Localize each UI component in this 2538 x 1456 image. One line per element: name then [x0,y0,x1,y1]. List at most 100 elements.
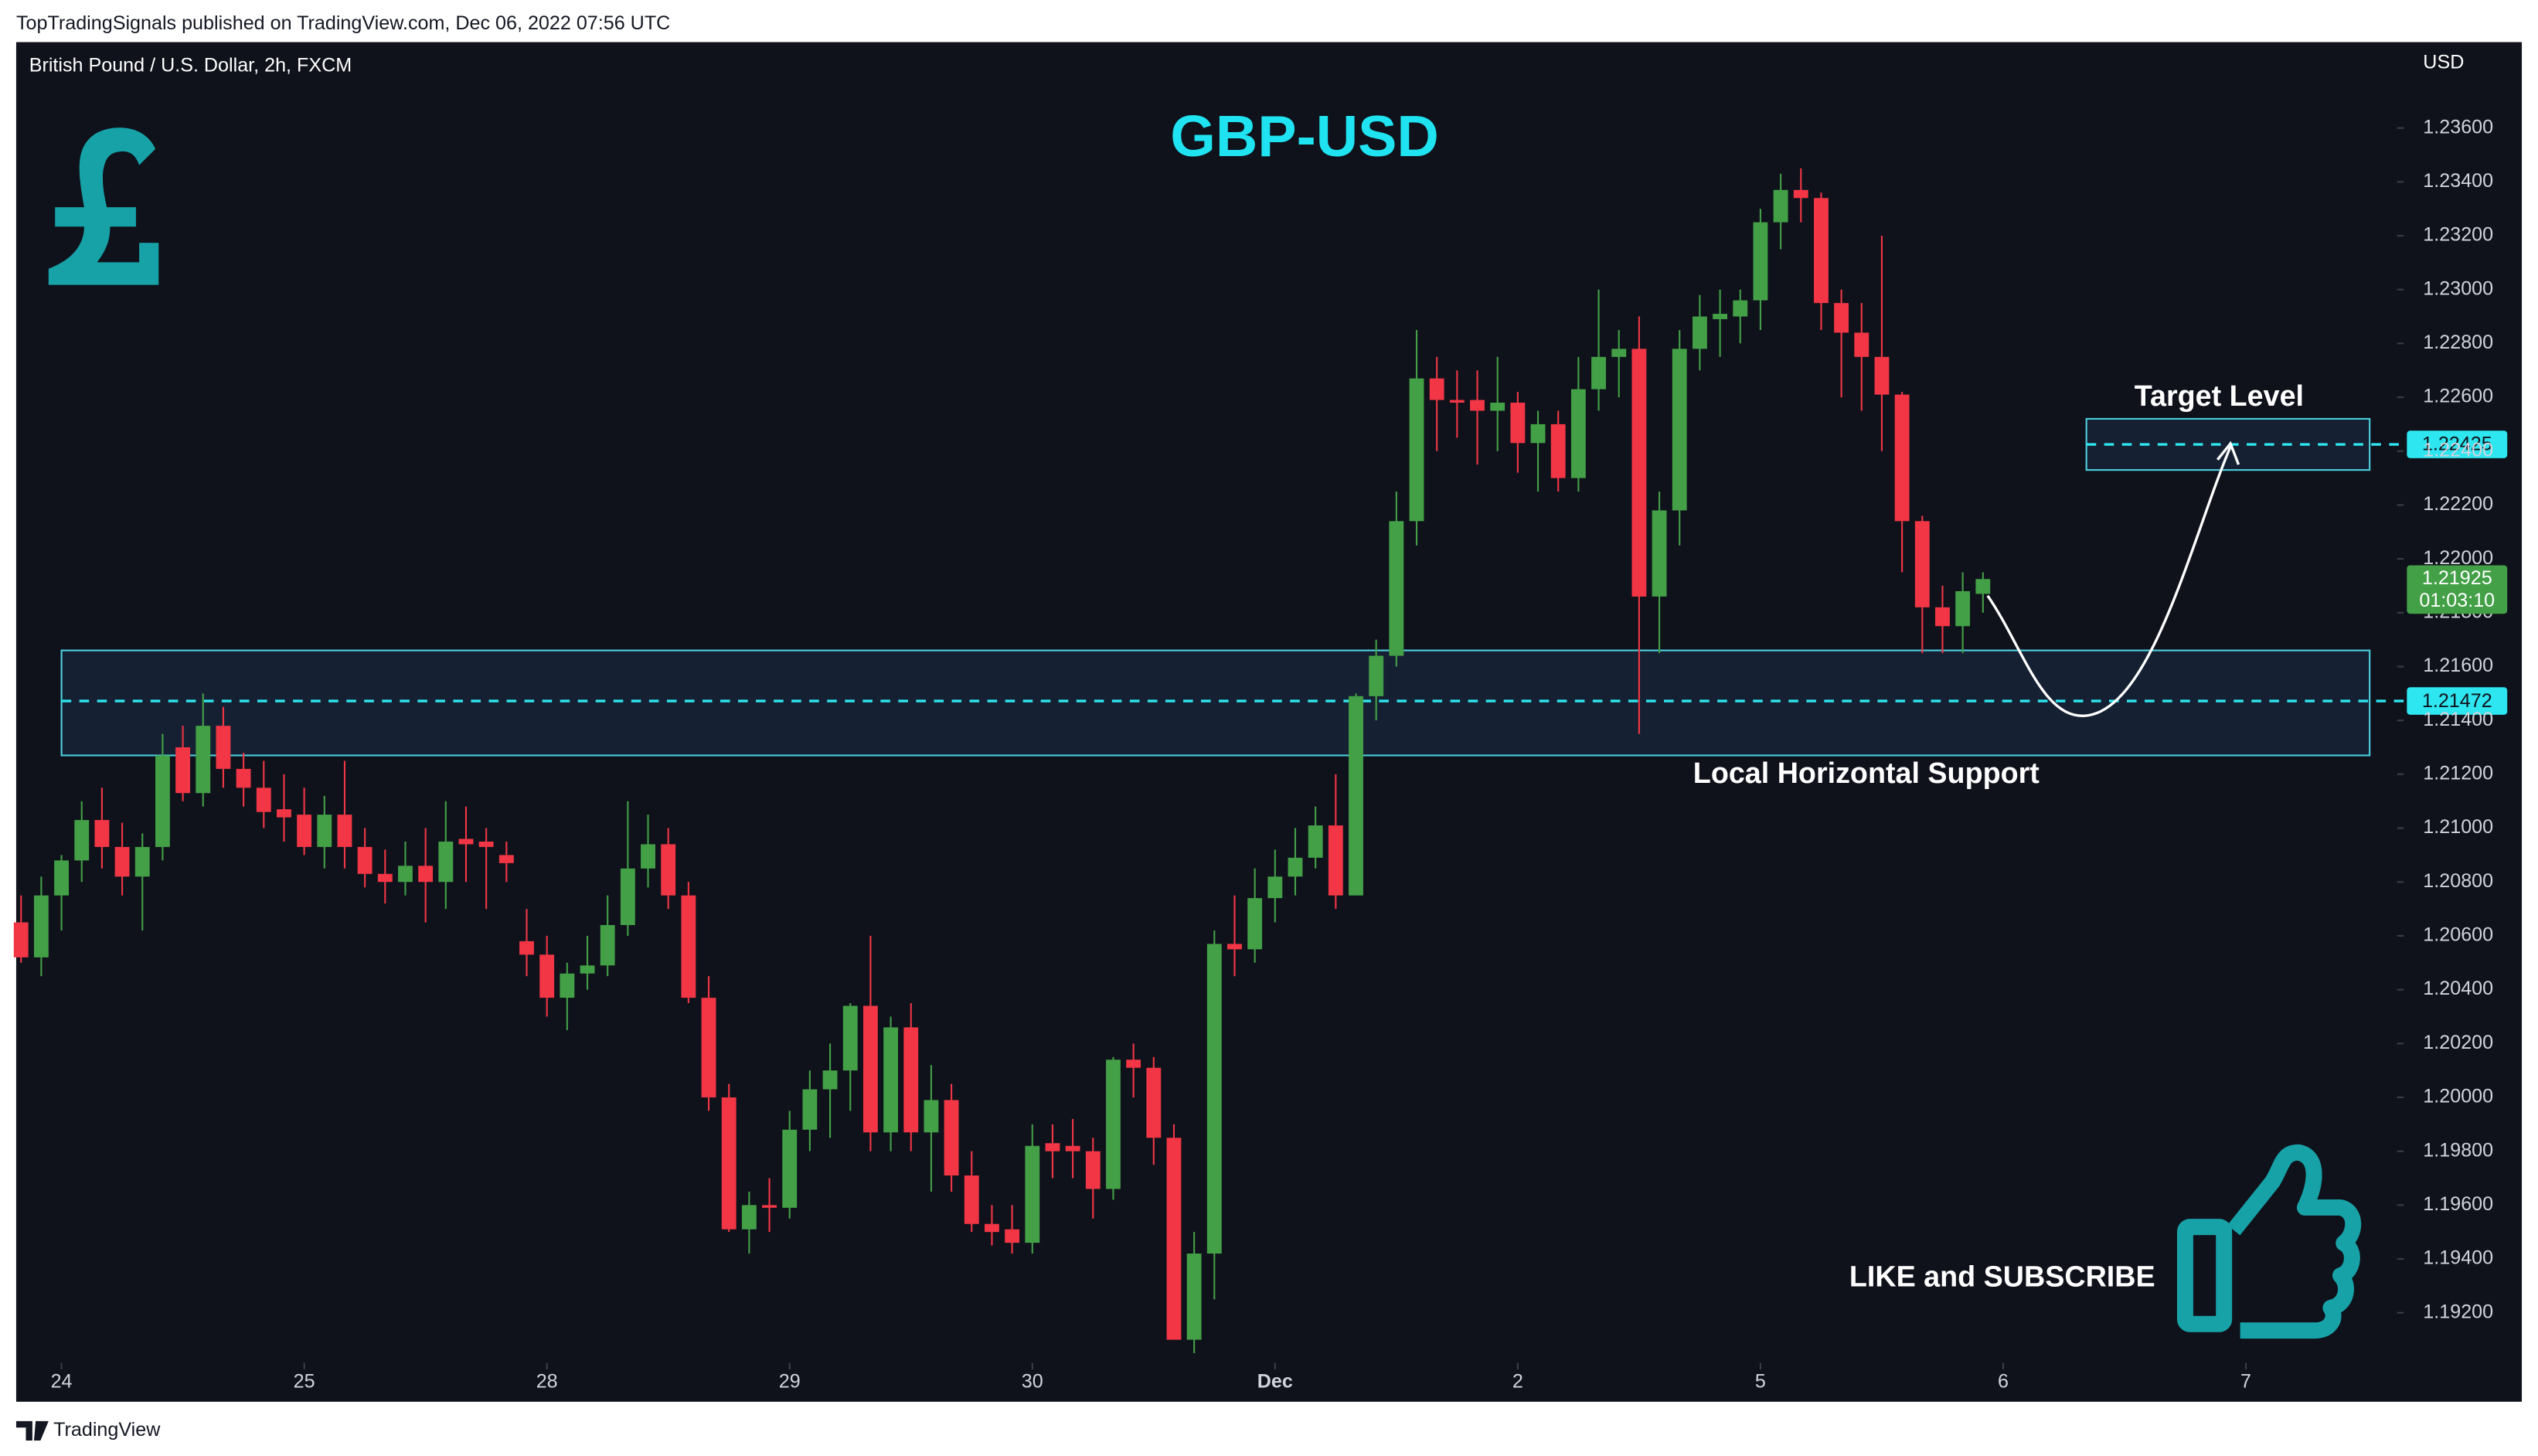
chart-background [15,42,2523,1402]
y-tick-label: 1.22400 [2423,439,2493,461]
candle-body [1349,696,1363,896]
candle-body [1025,1145,1040,1243]
candle-body [822,1070,838,1090]
last-price-box [2407,565,2508,614]
candle-body [1106,1060,1121,1189]
candle-body [1267,876,1283,899]
candle-body [94,820,110,847]
level-price-label: 1.22425 [2422,434,2492,455]
axes: 1.22425 1.21472 1.19200 1.19400 1.19600 1.198… [51,116,2508,1392]
y-tick-label: 1.21200 [2423,763,2493,784]
candle-body [33,895,49,958]
candle-body [478,841,494,847]
countdown-label: 01:03:10 [2419,590,2495,611]
target-label: Target Level [2135,379,2304,412]
last-price-label: 1.21925 [2422,567,2492,589]
candle-body [1935,607,1950,627]
y-tick-label: 1.22000 [2423,547,2493,569]
candle-body [13,922,29,958]
x-tick-label: Dec [1257,1370,1293,1392]
y-tick-label: 1.23200 [2423,224,2493,246]
candle-body [1692,316,1707,349]
candle-body [944,1100,959,1176]
candle-body [1975,579,1991,594]
candles [13,168,1991,1353]
x-tick-label: 29 [779,1370,801,1392]
candle-body [114,846,130,877]
candle-body [1611,349,1627,357]
candle-body [418,866,434,883]
candle-body [1389,521,1404,656]
candle-body [297,815,312,847]
candle-body [1490,403,1505,411]
candle-body [701,998,716,1097]
candle-body [681,895,696,998]
x-tick-label: 25 [294,1370,315,1392]
x-tick-label: 5 [1755,1370,1766,1392]
candle-body [498,855,514,863]
candle-body [802,1089,818,1130]
candle-body [155,755,170,847]
cta-label: LIKE and SUBSCRIBE [1849,1260,2155,1293]
y-tick-label: 1.21000 [2423,816,2493,838]
y-tick-label: 1.19600 [2423,1193,2493,1215]
candle-body [862,1005,878,1133]
level-price-box [2407,687,2508,715]
candle-body [175,747,191,794]
candle-body [236,768,251,788]
y-tick-label: 1.22600 [2423,386,2493,407]
y-tick-label: 1.20600 [2423,924,2493,946]
candle-body [1874,356,1890,395]
candle-body [1550,424,1566,478]
candle-body [924,1100,939,1133]
candle-body [1005,1229,1020,1243]
y-tick-label: 1.20000 [2423,1086,2493,1107]
y-tick-label: 1.23600 [2423,116,2493,138]
candle-body [337,815,352,847]
x-tick-label: 24 [51,1370,73,1392]
candle-body [1854,332,1869,357]
x-tick-label: 7 [2240,1370,2251,1392]
candle-body [964,1175,979,1224]
candle-body [1308,825,1323,858]
y-tick-label: 1.19400 [2423,1247,2493,1269]
candle-body [134,846,150,877]
thumb-cuff [2176,1219,2233,1332]
candle-body [1955,590,1971,627]
y-tick-label: 1.20800 [2423,870,2493,892]
currency-label: USD [2423,51,2464,73]
candle-body [519,941,534,955]
tradingview-logo [15,1420,49,1441]
y-tick-label: 1.23000 [2423,277,2493,299]
symbol-label: British Pound / U.S. Dollar, 2h, FXCM [29,55,352,77]
candle-body [539,954,555,998]
candle-body [1510,403,1526,444]
y-tick-label: 1.23400 [2423,170,2493,192]
candle-body [1126,1060,1141,1068]
candle-body [1570,389,1586,478]
x-tick-label: 6 [1998,1370,2009,1392]
candle-body [580,965,595,974]
candle-body [1631,349,1647,597]
y-tick-label: 1.22800 [2423,332,2493,353]
candle-body [762,1205,777,1208]
support-label: Local Horizontal Support [1693,757,2040,789]
level-price-label: 1.21472 [2422,690,2492,712]
candle-body [600,924,615,966]
candle-body [1045,1143,1060,1152]
candle-body [74,820,90,861]
candle-body [560,973,575,998]
candle-body [1227,944,1242,950]
candle-body [721,1097,737,1230]
x-tick-label: 2 [1512,1370,1523,1392]
chart-title: GBP-USD [1170,104,1439,168]
y-tick-label: 1.21400 [2423,709,2493,730]
candle-body [1914,521,1930,607]
candle-body [1065,1145,1080,1152]
candle-body [357,846,373,874]
candle-body [1591,356,1606,390]
candle-body [1733,300,1748,317]
candle-body [1409,378,1424,522]
candle-body [1369,655,1384,696]
